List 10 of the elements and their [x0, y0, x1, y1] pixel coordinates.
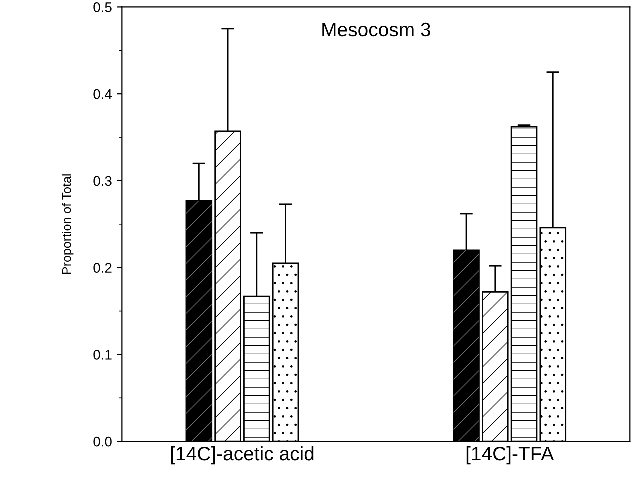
y-tick-label: 0.2	[94, 263, 112, 274]
y-tick-label: 0.0	[94, 436, 112, 447]
y-tick-label: 0.4	[94, 89, 112, 100]
y-axis-title: Proportion of Total	[62, 174, 74, 274]
x-tick-label: [14C]-acetic acid	[171, 446, 314, 465]
text: Mesocosm 3	[322, 22, 430, 37]
y-tick-label: 0.5	[94, 2, 112, 12]
y-tick-label: 0.1	[94, 350, 112, 360]
y-tick-label: 0.3	[94, 176, 112, 186]
x-tick-label: [14C]-TFA	[466, 446, 554, 465]
